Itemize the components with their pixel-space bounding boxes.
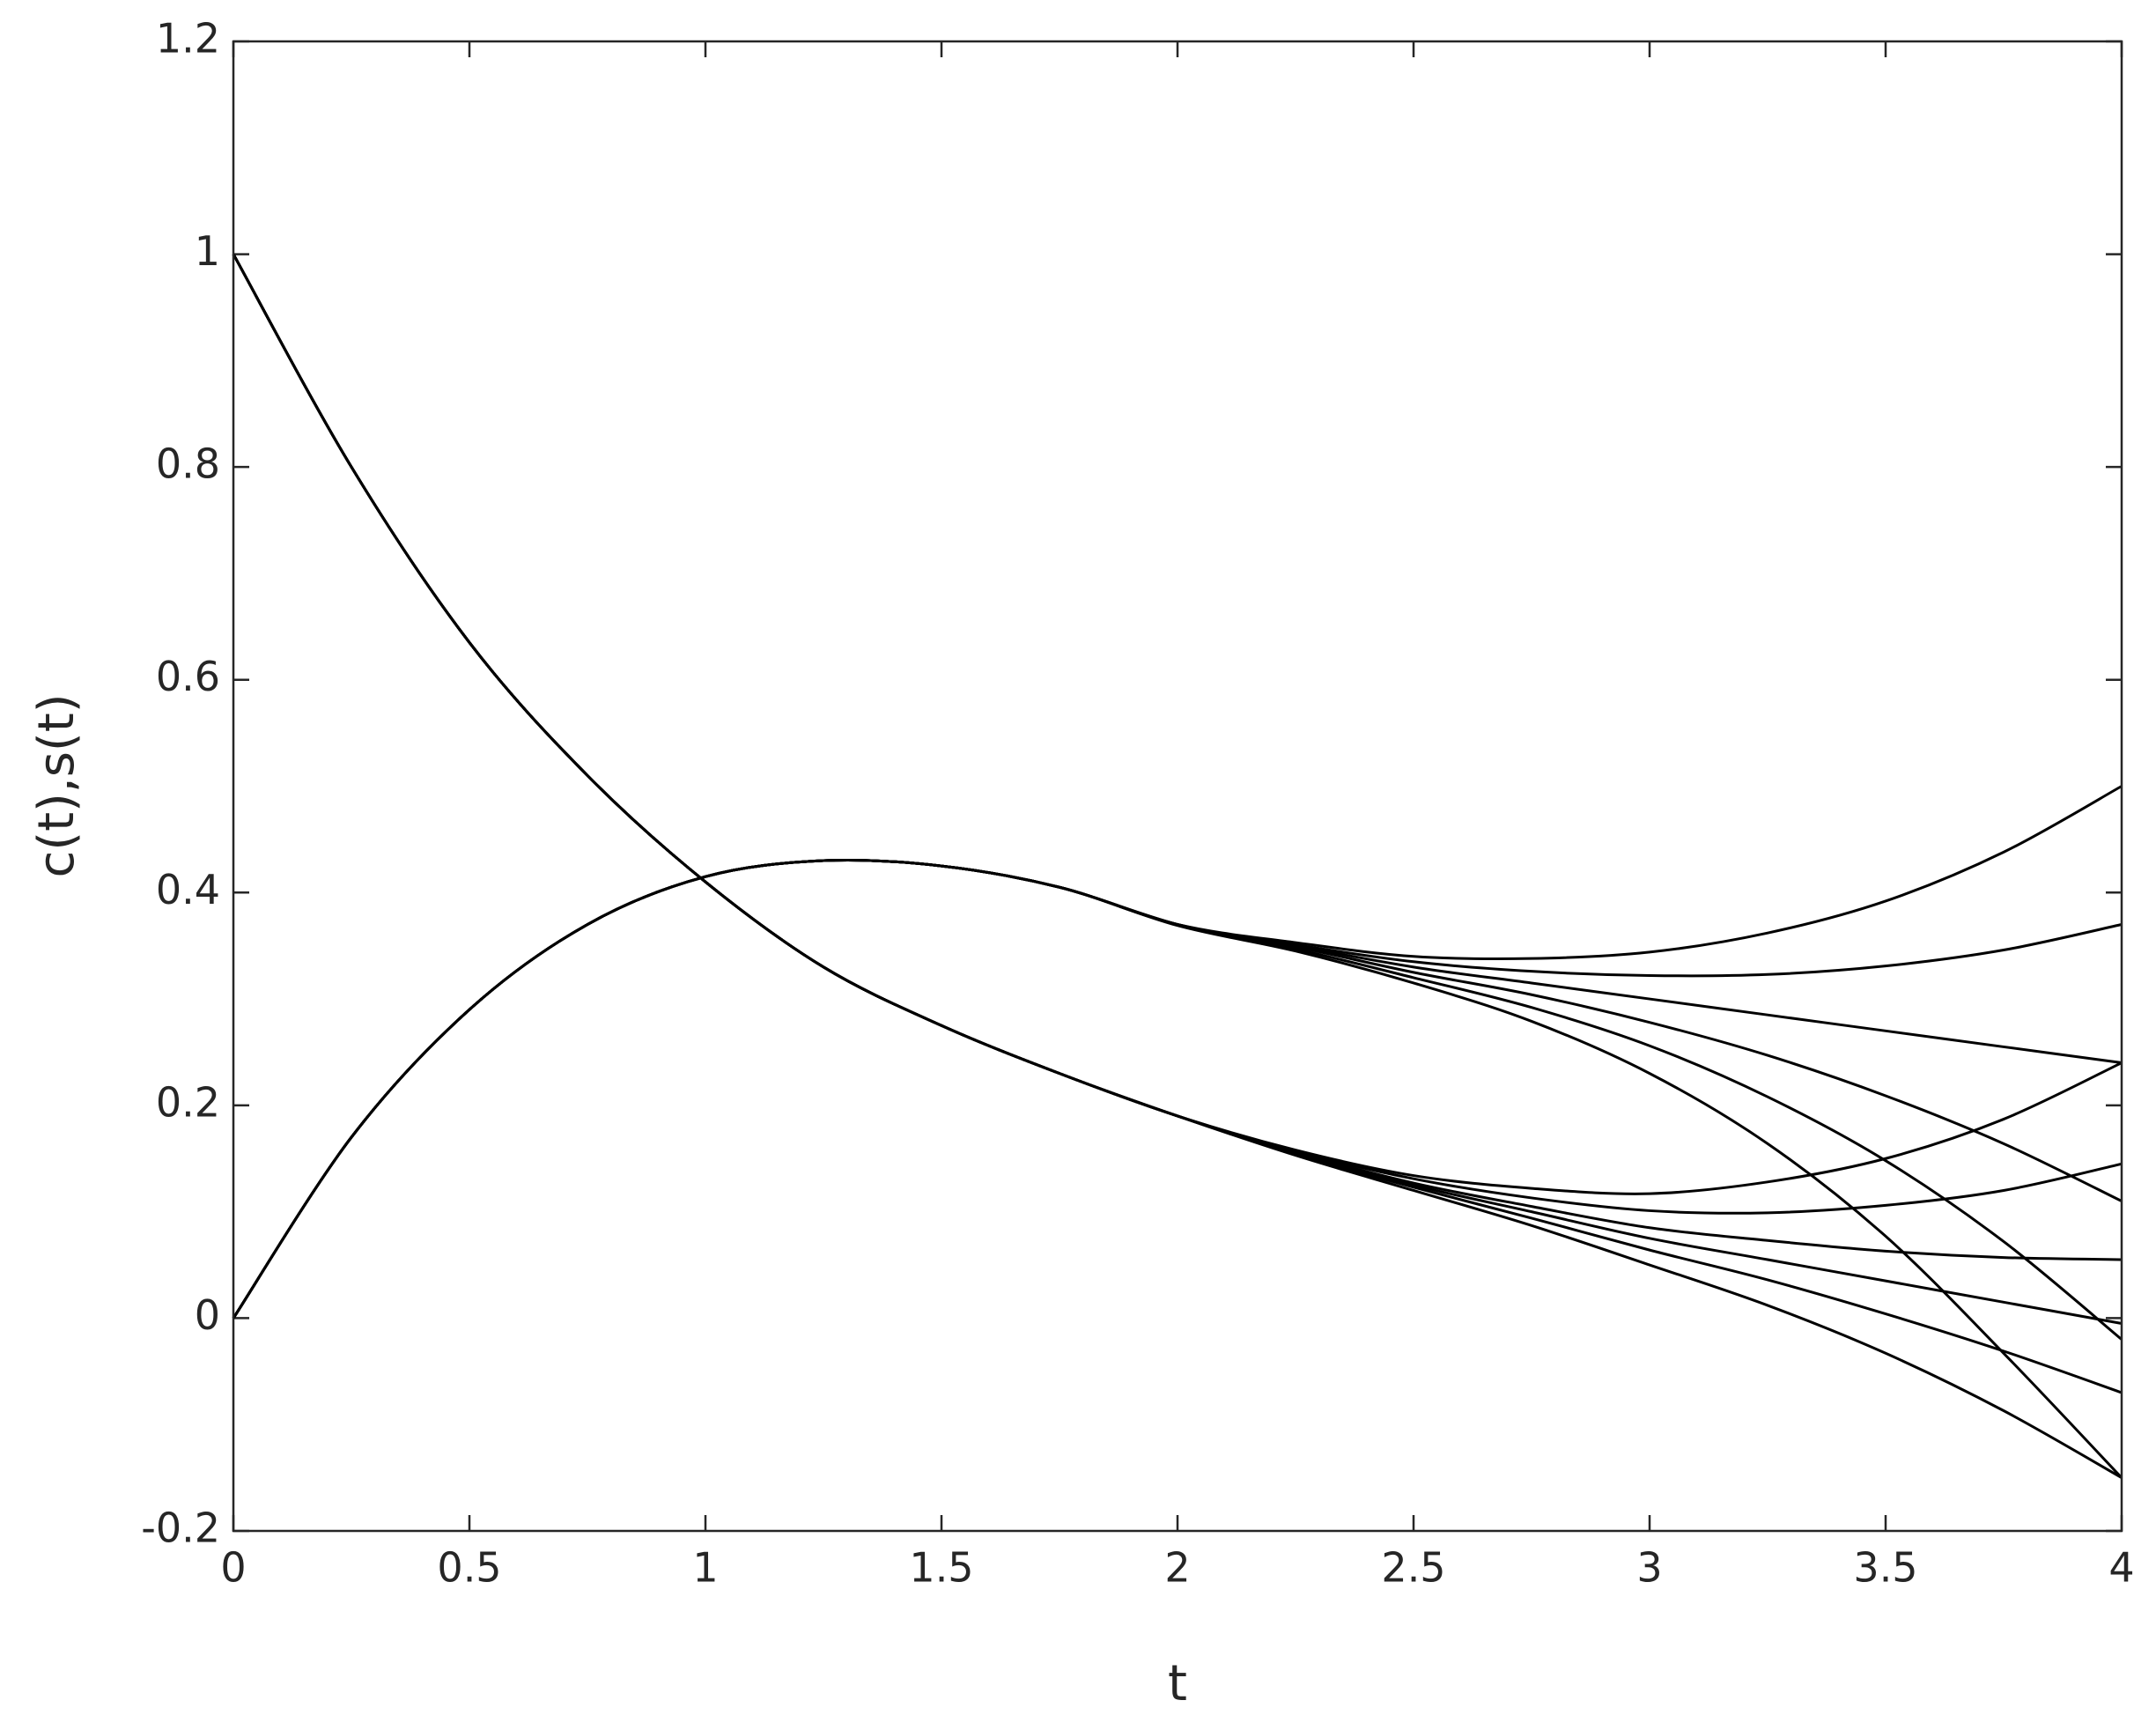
line-series <box>232 253 2123 1479</box>
y-tick-label: 0.2 <box>156 1078 220 1126</box>
line-series <box>232 858 2123 1320</box>
line-series <box>232 858 2123 1320</box>
line-series <box>232 858 2123 1320</box>
line-series <box>232 253 2123 1325</box>
y-tick-label: 0.4 <box>156 866 220 913</box>
line-series <box>232 785 2123 1320</box>
line-series <box>232 253 2123 1195</box>
x-tick-label: 2 <box>1164 1544 1190 1592</box>
x-tick-label: 0.5 <box>437 1544 501 1592</box>
y-tick-label: -0.2 <box>141 1505 220 1552</box>
line-series <box>232 253 2123 1261</box>
y-tick-label: 1.2 <box>156 15 220 63</box>
line-series <box>232 858 2123 1479</box>
x-tick-label: 0 <box>220 1544 246 1592</box>
y-axis-label: c(t),s(t) <box>28 693 85 877</box>
line-series <box>232 253 2123 1215</box>
y-tick-label: 0.8 <box>156 440 220 488</box>
x-tick-label: 3.5 <box>1853 1544 1917 1592</box>
x-tick-label: 4 <box>2108 1544 2134 1592</box>
x-tick-label: 1 <box>692 1544 718 1592</box>
y-tick-label: 0 <box>195 1291 220 1339</box>
line-series <box>232 253 2123 1394</box>
x-tick-label: 2.5 <box>1381 1544 1445 1592</box>
y-tick-label: 1 <box>195 227 220 275</box>
plot-frame <box>232 40 2123 1533</box>
x-axis-label: t <box>1168 1655 1187 1712</box>
x-tick-label: 1.5 <box>909 1544 973 1592</box>
x-tick-label: 3 <box>1636 1544 1662 1592</box>
line-series <box>232 858 2123 1341</box>
y-tick-label: 0.6 <box>156 653 220 700</box>
